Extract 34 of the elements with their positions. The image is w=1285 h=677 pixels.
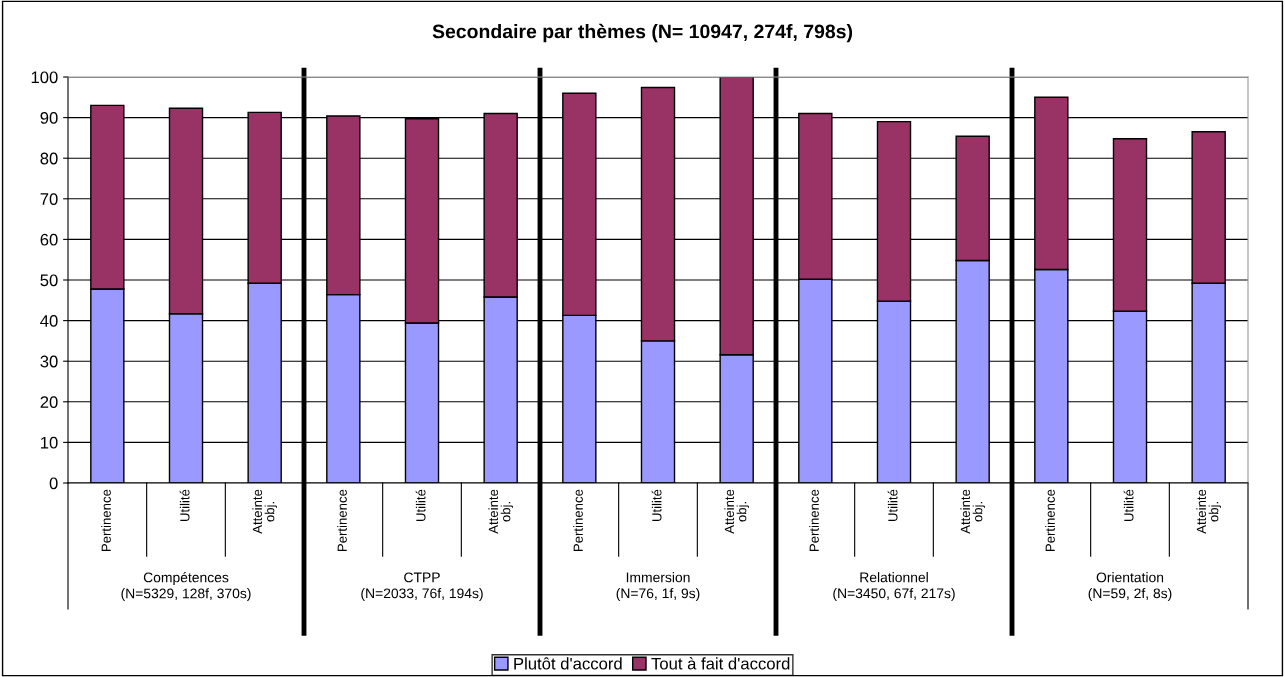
- x-tick-label: Atteinte obj.: [724, 489, 749, 534]
- x-tick-label: Pertinence: [809, 489, 819, 552]
- y-tick-label: 80: [40, 152, 58, 165]
- x-tick-label: Utilité: [179, 489, 190, 522]
- text: Compétences (N=5329, 128f, 370s): [121, 571, 251, 602]
- x-tick-label: Pertinence: [1045, 489, 1055, 552]
- x-tick-label: Atteinte obj.: [1196, 489, 1221, 534]
- x-tick-label: Pertinence: [337, 489, 347, 552]
- x-tick-label: Pertinence: [573, 489, 583, 552]
- y-tick-label: 90: [40, 112, 58, 124]
- text: Immersion (N=76, 1f, 9s): [616, 572, 700, 601]
- y-tick-label: 60: [40, 233, 58, 246]
- x-tick-label: Atteinte obj.: [960, 489, 985, 534]
- y-tick-label: 100: [31, 71, 58, 84]
- y-tick-label: 30: [40, 355, 58, 368]
- y-tick-label: 10: [41, 436, 58, 449]
- x-tick-label: Utilité: [651, 489, 662, 522]
- y-tick-label: 50: [40, 274, 58, 287]
- text: Relationnel (N=3450, 67f, 217s): [833, 572, 955, 601]
- x-tick-label: Atteinte obj.: [488, 489, 513, 534]
- legend-label: Tout à fait d'accord: [651, 657, 790, 670]
- x-tick-label: Utilité: [1123, 489, 1134, 522]
- x-tick-label: Atteinte obj.: [252, 489, 277, 534]
- x-tick-label: Pertinence: [101, 489, 111, 552]
- chart-title: Secondaire par thèmes (N= 10947, 274f, 798s): [432, 23, 853, 43]
- text: CTPP (N=2033, 76f, 194s): [361, 572, 483, 601]
- y-tick-label: 20: [40, 396, 58, 408]
- text: Orientation (N=59, 2f, 8s): [1088, 572, 1172, 601]
- y-tick-label: 70: [40, 193, 58, 205]
- y-tick-label: 40: [40, 315, 58, 327]
- x-tick-label: Utilité: [415, 489, 426, 522]
- legend-label: Plutôt d'accord: [514, 657, 622, 670]
- y-tick-label: 0: [49, 477, 58, 490]
- x-tick-label: Utilité: [887, 489, 898, 522]
